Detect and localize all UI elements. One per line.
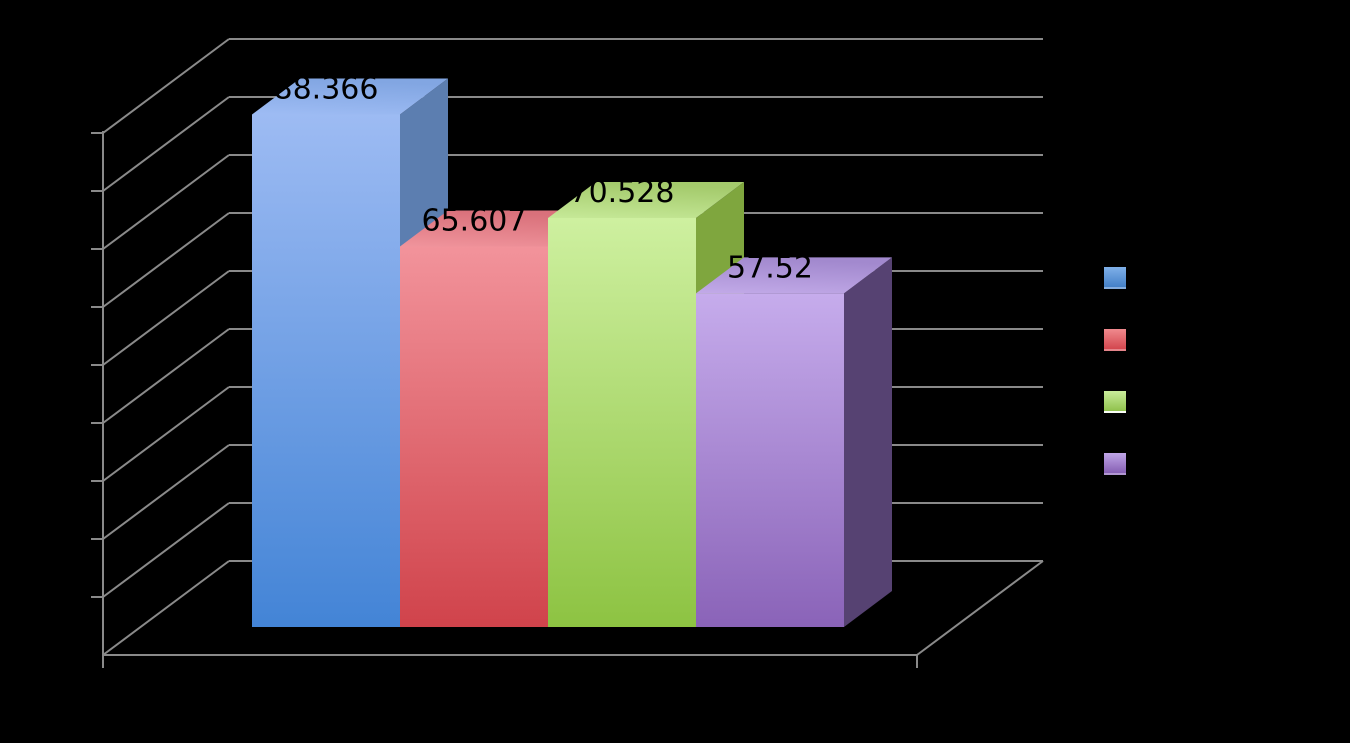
legend-marker-bottom-edge xyxy=(1104,411,1126,413)
bar-series-4 xyxy=(696,257,892,627)
gridline-sidewall xyxy=(102,96,230,192)
bar-value-label: 70.528 xyxy=(570,175,675,210)
gridline-sidewall xyxy=(102,502,230,598)
gridline-sidewall xyxy=(102,444,230,540)
bar-top-face xyxy=(400,210,596,247)
gridline-sidewall xyxy=(102,38,230,134)
bar-value-label: 57.52 xyxy=(727,250,813,285)
legend-marker-series-1 xyxy=(1104,267,1126,289)
bar-top-face xyxy=(548,181,744,218)
legend-marker-series-4 xyxy=(1104,453,1126,475)
legend-marker-series-3 xyxy=(1104,391,1126,413)
legend-marker-bottom-edge xyxy=(1104,473,1126,475)
legend xyxy=(1104,267,1126,475)
floor-right-edge xyxy=(916,560,1044,656)
gridline-sidewall xyxy=(102,212,230,308)
legend-marker-bottom-edge xyxy=(1104,287,1126,289)
bar-front-face xyxy=(696,293,844,627)
bar-value-label: 65.607 xyxy=(422,203,527,238)
bar-front-face xyxy=(252,114,400,628)
bar-value-label: 88.366 xyxy=(274,71,379,106)
gridline-sidewall xyxy=(102,154,230,250)
gridline-sidewall xyxy=(102,386,230,482)
legend-marker-bottom-edge xyxy=(1104,349,1126,351)
bar-side-face xyxy=(844,257,892,627)
bar-top-face xyxy=(252,78,448,115)
gridline-sidewall xyxy=(102,328,230,424)
bar-series-1 xyxy=(252,78,448,628)
floor-left-edge xyxy=(102,560,230,656)
gridline-sidewall xyxy=(102,270,230,366)
bar-top-face xyxy=(696,257,892,294)
bar-front-face xyxy=(548,217,696,627)
legend-marker-series-2 xyxy=(1104,329,1126,351)
bar-front-face xyxy=(400,246,548,627)
